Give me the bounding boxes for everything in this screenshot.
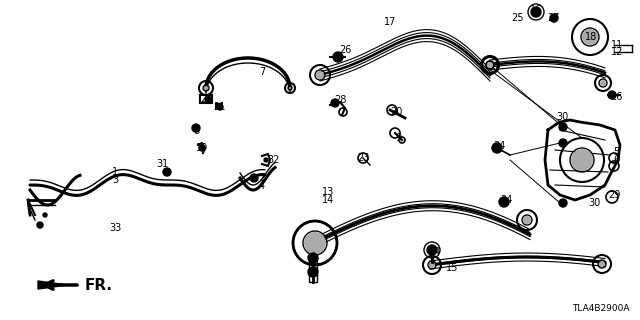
Text: 16: 16: [530, 5, 542, 15]
Text: 2: 2: [259, 173, 265, 183]
Text: 33: 33: [109, 223, 121, 233]
Circle shape: [43, 213, 47, 217]
Circle shape: [307, 235, 323, 251]
Text: 30: 30: [588, 198, 600, 208]
FancyArrowPatch shape: [394, 111, 397, 113]
Circle shape: [492, 143, 502, 153]
Text: 24: 24: [493, 141, 505, 151]
Circle shape: [487, 62, 493, 68]
Text: 29: 29: [608, 190, 620, 200]
Text: 8: 8: [193, 126, 199, 136]
Circle shape: [308, 267, 318, 277]
Circle shape: [599, 261, 605, 267]
Text: 26: 26: [610, 92, 622, 102]
Circle shape: [429, 262, 435, 268]
Text: 7: 7: [259, 67, 265, 77]
Text: 22: 22: [307, 256, 319, 266]
Circle shape: [499, 197, 509, 207]
Text: 32: 32: [267, 155, 279, 165]
Text: 11: 11: [611, 40, 623, 50]
Circle shape: [571, 149, 593, 171]
Circle shape: [204, 86, 208, 90]
Polygon shape: [38, 281, 68, 289]
Circle shape: [550, 14, 558, 22]
Circle shape: [289, 87, 291, 89]
Text: 9: 9: [395, 133, 401, 143]
Text: 25: 25: [512, 13, 524, 23]
Circle shape: [192, 124, 200, 132]
Circle shape: [199, 145, 205, 151]
Circle shape: [250, 174, 258, 182]
Text: 34: 34: [428, 247, 440, 257]
Circle shape: [531, 7, 541, 17]
Text: FR.: FR.: [85, 277, 113, 292]
Text: 6: 6: [613, 155, 619, 165]
Text: 14: 14: [322, 195, 334, 205]
Text: 4: 4: [259, 181, 265, 191]
Text: 26: 26: [339, 45, 351, 55]
Text: 23: 23: [357, 153, 369, 163]
Bar: [309, 274, 317, 282]
Text: 13: 13: [322, 187, 334, 197]
Text: 5: 5: [613, 147, 619, 157]
Text: 18: 18: [585, 32, 597, 42]
Bar: [215, 103, 223, 109]
Text: 21: 21: [200, 94, 212, 104]
Bar: [309, 260, 317, 268]
Circle shape: [308, 253, 318, 263]
Circle shape: [559, 139, 567, 147]
Text: 20: 20: [390, 107, 402, 117]
Circle shape: [264, 158, 268, 162]
Circle shape: [582, 29, 598, 45]
Circle shape: [523, 216, 531, 224]
Text: 27: 27: [548, 13, 560, 23]
Circle shape: [559, 199, 567, 207]
Circle shape: [333, 52, 343, 62]
Text: 21: 21: [213, 102, 225, 112]
Circle shape: [37, 222, 43, 228]
Text: 3: 3: [112, 175, 118, 185]
Text: 22: 22: [307, 268, 319, 278]
Text: 30: 30: [556, 112, 568, 122]
Circle shape: [205, 96, 211, 102]
Circle shape: [304, 232, 326, 254]
Circle shape: [608, 91, 616, 99]
Text: 17: 17: [384, 17, 396, 27]
Text: TLA4B2900A: TLA4B2900A: [573, 304, 630, 313]
Circle shape: [427, 245, 437, 255]
Circle shape: [316, 71, 324, 79]
Circle shape: [600, 80, 606, 86]
Circle shape: [163, 168, 171, 176]
Circle shape: [331, 99, 339, 107]
Text: 19: 19: [196, 143, 208, 153]
Text: 28: 28: [334, 95, 346, 105]
Circle shape: [559, 123, 567, 131]
Text: 24: 24: [500, 195, 512, 205]
Circle shape: [487, 62, 493, 68]
Text: 31: 31: [156, 159, 168, 169]
Text: 1: 1: [112, 167, 118, 177]
Text: 12: 12: [611, 47, 623, 57]
Bar: [200, 95, 212, 103]
Circle shape: [217, 104, 223, 110]
Text: 15: 15: [446, 263, 458, 273]
